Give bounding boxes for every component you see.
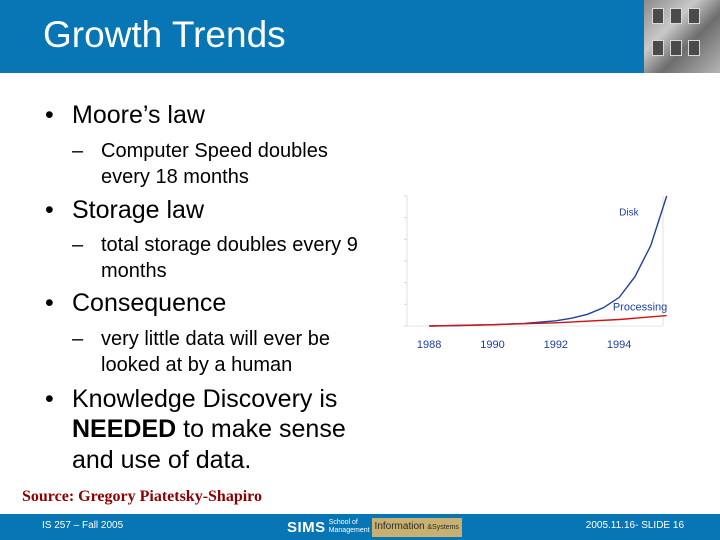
dash-glyph: – [72, 140, 84, 162]
slide-title: Growth Trends [43, 14, 286, 55]
bullet-text-line: and use of data. [72, 446, 252, 474]
growth-chart: Disk Processing 1988 1990 1992 1994 [395, 188, 685, 358]
logo-small-line2: Management [328, 527, 370, 534]
sub-bullet-text: every 18 months [101, 166, 249, 188]
footer-bar: IS 257 – Fall 2005 SIMS School of Manage… [0, 514, 720, 540]
course-label: IS 257 – Fall 2005 [42, 520, 124, 531]
series-label-disk: Disk [619, 208, 639, 219]
sub-bullet-text: Computer Speed doubles [101, 140, 328, 162]
sub-bullet-text: months [101, 260, 167, 282]
header-bar: Growth Trends [0, 0, 720, 73]
bullet-text: Consequence [72, 289, 227, 317]
sims-logo-text: SIMS [287, 518, 326, 536]
source-credit: Source: Gregory Piatetsky-Shapiro [22, 488, 262, 505]
series-line-processing [429, 314, 667, 327]
logo-info-text: Information [374, 520, 425, 532]
chart-background [395, 188, 685, 358]
sims-logo: SIMS School of Management Information &S… [287, 517, 462, 537]
dash-glyph: – [72, 234, 84, 256]
emphasis-needed: NEEDED [72, 415, 177, 443]
bullet-dot: • [45, 385, 54, 413]
dash-glyph: – [72, 328, 84, 350]
bullet-dot: • [45, 289, 54, 317]
logo-sys-text: &Systems [427, 523, 459, 531]
bullet-dot: • [45, 101, 54, 129]
x-tick-label: 1988 [417, 339, 441, 351]
bullet-text: Moore’s law [72, 101, 205, 129]
bullet-text-rest: to make sense [176, 415, 346, 443]
building-photo [644, 0, 720, 73]
x-tick-label: 1994 [607, 339, 631, 351]
bullet-dot: • [45, 196, 54, 224]
x-tick-label: 1992 [544, 339, 568, 351]
logo-info-block: Information &Systems [371, 517, 462, 537]
sub-bullet-text: total storage doubles every 9 [101, 234, 358, 256]
bullet-text: Storage law [72, 196, 205, 224]
series-label-processing: Processing [613, 301, 667, 313]
bullet-text-line: NEEDED to make sense [72, 414, 346, 444]
bullet-text: Knowledge Discovery is [72, 385, 338, 413]
sims-logo-subtext: School of Management [329, 519, 370, 535]
slide-number: 2005.11.16- SLIDE 16 [585, 520, 684, 531]
logo-small-line1: School of [328, 519, 358, 526]
sub-bullet-text: very little data will ever be [101, 328, 330, 350]
x-tick-label: 1990 [480, 339, 504, 351]
sub-bullet-text: looked at by a human [101, 354, 293, 376]
